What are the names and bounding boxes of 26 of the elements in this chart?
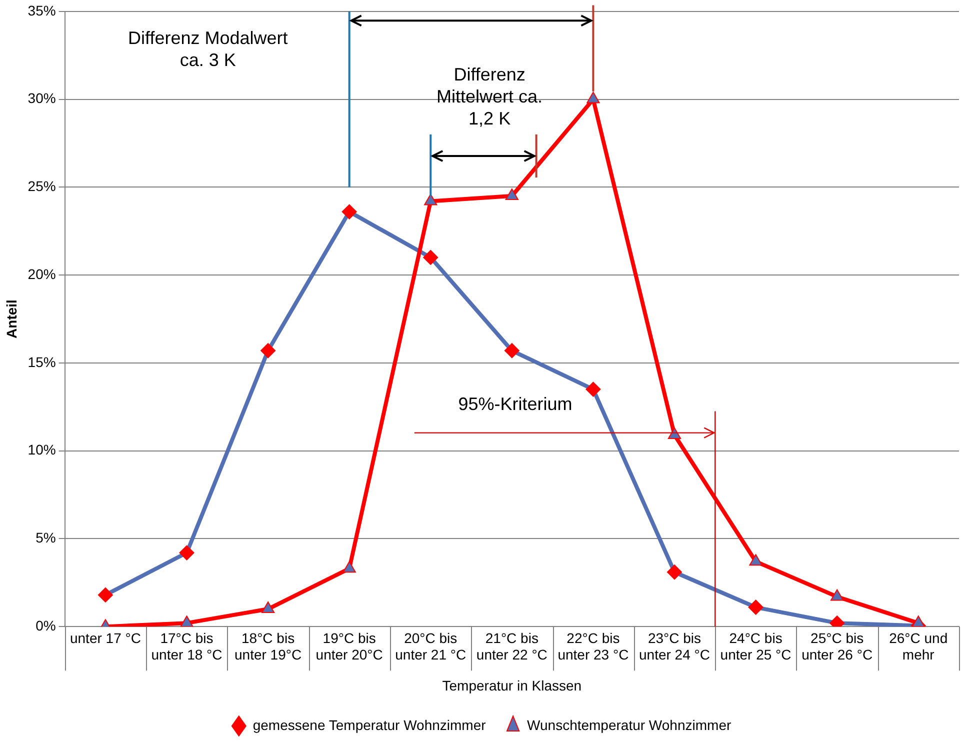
y-tick-label: 20% [28,266,56,282]
y-tick-label: 25% [28,178,56,194]
legend-label: Wunschtemperatur Wohnzimmer [527,716,732,733]
x-tick-label: 17°C bis unter 18 °C [151,630,222,663]
y-tick-label: 0% [36,617,56,634]
x-tick-label: 19°C bis unter 20°C [316,630,383,663]
x-tick-label: 26°C und mehr [889,630,948,663]
x-tick-label: 24°C bis unter 25 °C [720,630,792,663]
x-axis-title: Temperatur in Klassen [442,677,582,694]
y-tick-label: 15% [28,354,56,370]
y-tick-label: 5% [36,530,56,546]
y-tick-label: 30% [28,90,56,106]
x-tick-label: 22°C bis unter 23 °C [558,630,629,663]
annotation: Differenz Mittelwert ca. 1,2 K [436,64,543,129]
x-tick-label: 21°C bis unter 22 °C [476,630,548,663]
x-tick-label: unter 17 °C [70,630,141,646]
annotation: 95%-Kriterium [458,394,572,414]
x-tick-label: 25°C bis unter 26 °C [802,630,873,663]
y-axis-title: Anteil [3,300,20,338]
y-tick-label: 35% [28,2,56,18]
x-tick-label: 20°C bis unter 21 °C [395,630,466,663]
x-tick-label: 23°C bis unter 24 °C [638,630,710,663]
y-tick-label: 10% [28,442,56,458]
annotation: Differenz Modalwert ca. 3 K [128,28,288,70]
x-tick-label: 18°C bis unter 19°C [234,630,302,663]
legend-label: gemessene Temperatur Wohnzimmer [252,716,486,733]
